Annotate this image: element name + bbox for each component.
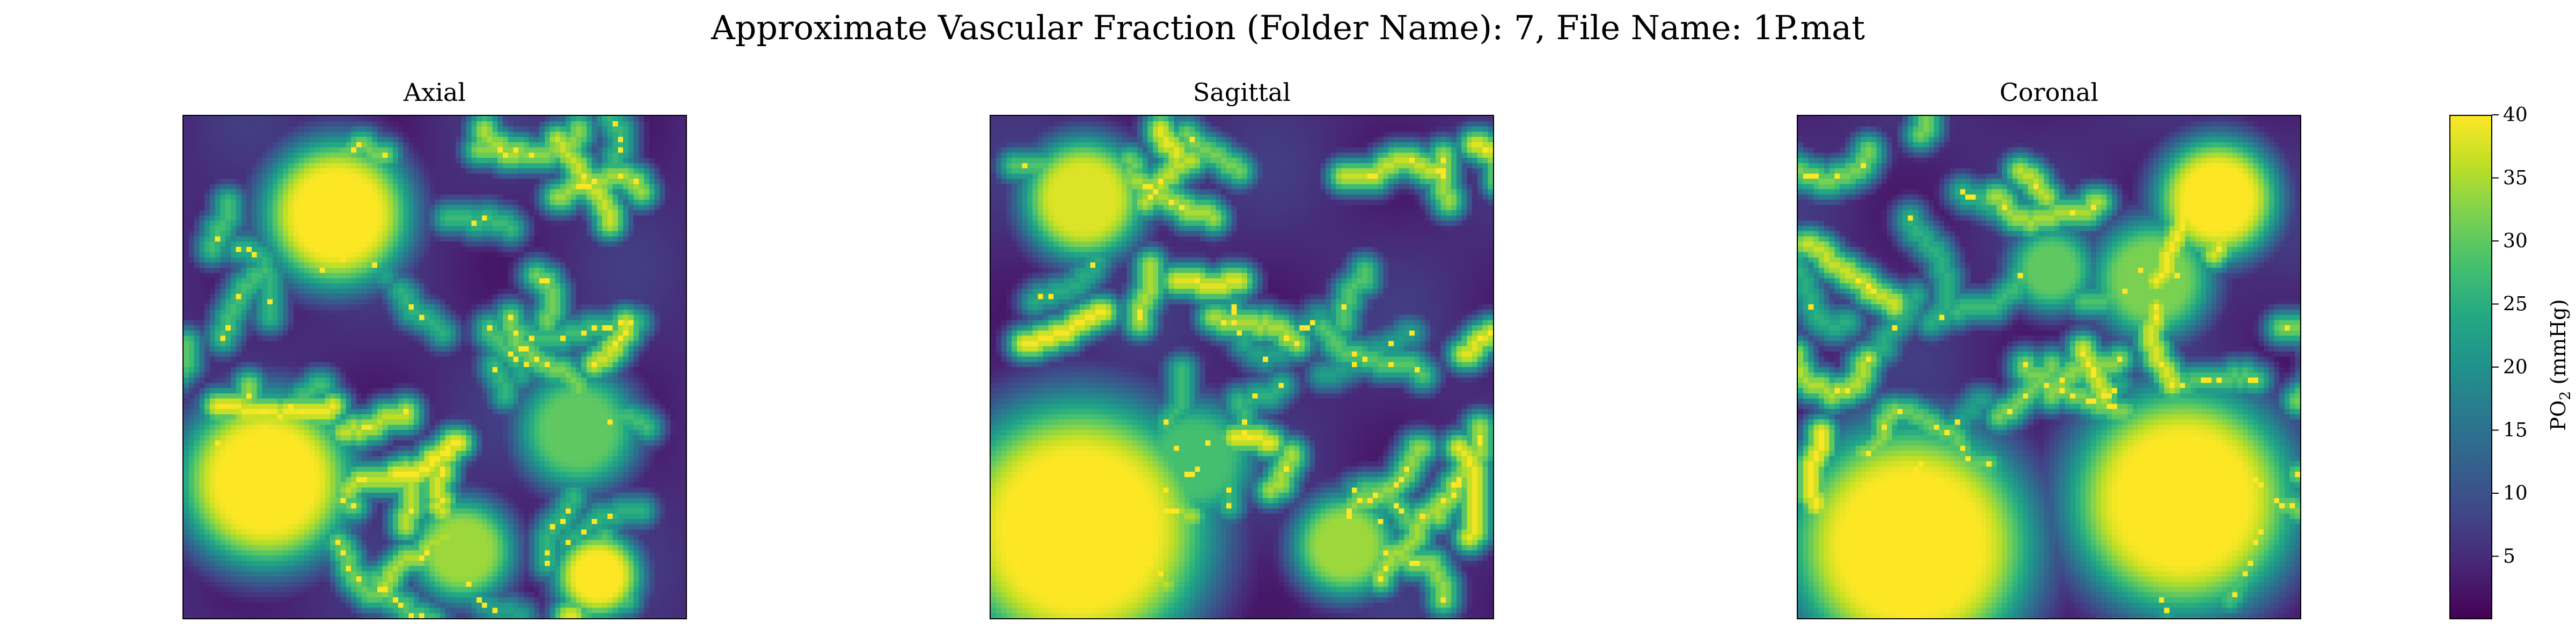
colorbar-tick-label: 25 [2503, 294, 2528, 316]
colorbar-tick-label: 15 [2503, 420, 2528, 442]
figure-title: Approximate Vascular Fraction (Folder Na… [711, 8, 1865, 47]
sagittal-panel-title: Sagittal [1192, 78, 1291, 107]
sagittal-heatmap [990, 115, 1494, 619]
colorbar-tick-label: 10 [2503, 482, 2528, 504]
colorbar-label: PO2 (mmHg) [2546, 299, 2574, 430]
colorbar [2449, 115, 2492, 619]
coronal-heatmap-canvas [1798, 116, 2300, 618]
colorbar-tick-label: 30 [2503, 230, 2528, 252]
colorbar-tick-label: 20 [2503, 356, 2528, 378]
axial-heatmap-canvas [184, 116, 686, 618]
colorbar-gradient [2449, 115, 2492, 619]
colorbar-ticks: 5 10 15 20 25 30 35 40 [2492, 104, 2528, 568]
colorbar-tick-label: 40 [2503, 104, 2528, 126]
axial-heatmap [182, 115, 687, 619]
coronal-heatmap [1797, 115, 2301, 619]
axial-panel-title: Axial [403, 78, 466, 107]
coronal-panel-title: Coronal [1999, 78, 2099, 107]
colorbar-axis: 5 10 15 20 25 30 35 40 PO2 (mmHg) [2492, 104, 2574, 568]
colorbar-tick-label: 35 [2503, 167, 2528, 189]
colorbar-tick-label: 5 [2503, 546, 2515, 568]
sagittal-heatmap-canvas [991, 116, 1493, 618]
